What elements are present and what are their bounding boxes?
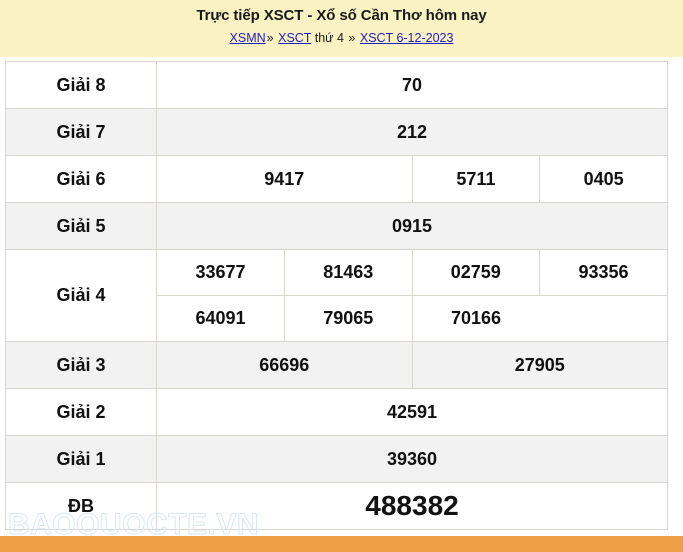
table-row: Giải 3 66696 27905	[5, 341, 668, 389]
breadcrumb-link-xsct[interactable]: XSCT	[278, 31, 312, 45]
prize-value-g2: 42591	[156, 388, 668, 436]
table-row: Giải 5 0915	[5, 202, 668, 250]
table-row: Giải 7 212	[5, 108, 668, 156]
prize-label-g6: Giải 6	[5, 155, 157, 203]
prize-group-g4: 33677 81463 02759 93356 64091 79065 7016…	[156, 249, 668, 342]
prize-value-g4-4: 93356	[539, 250, 667, 296]
prize-value-g7: 212	[156, 108, 668, 156]
table-row: Giải 6 9417 5711 0405	[5, 155, 668, 203]
prize-label-db: ĐB	[5, 482, 157, 530]
prize-label-g1: Giải 1	[5, 435, 157, 483]
page-header: Trực tiếp XSCT - Xổ số Cần Thơ hôm nay X…	[0, 0, 683, 57]
breadcrumb-separator-1: »	[266, 31, 274, 45]
table-row: Giải 2 42591	[5, 388, 668, 436]
prize-value-g6-3: 0405	[539, 155, 668, 203]
prize-value-g4-2: 81463	[284, 250, 413, 296]
bottom-orange-bar	[0, 536, 683, 552]
prize-label-g8: Giải 8	[5, 61, 157, 109]
lottery-results-container: Giải 8 70 Giải 7 212 Giải 6 9417 5711 04…	[0, 57, 683, 530]
table-row: Giải 8 70	[5, 61, 668, 109]
prize-value-g4-5: 64091	[157, 295, 285, 341]
prize-value-g3-2: 27905	[411, 341, 668, 389]
prize-value-g8: 70	[156, 61, 668, 109]
prize-value-g6-1: 9417	[156, 155, 413, 203]
prize-value-g4-6: 79065	[284, 295, 413, 341]
prize-value-g4-7: 70166	[411, 295, 540, 341]
prize-label-g4: Giải 4	[5, 249, 157, 342]
table-row: 64091 79065 70166	[157, 295, 667, 341]
breadcrumb-separator-2: »	[348, 31, 356, 45]
page-title: Trực tiếp XSCT - Xổ số Cần Thơ hôm nay	[196, 7, 487, 24]
prize-value-g4-3: 02759	[411, 250, 540, 296]
table-row: Giải 1 39360	[5, 435, 668, 483]
prize-label-g3: Giải 3	[5, 341, 157, 389]
prize-label-g7: Giải 7	[5, 108, 157, 156]
lottery-results-table: Giải 8 70 Giải 7 212 Giải 6 9417 5711 04…	[5, 61, 668, 530]
prize-label-g2: Giải 2	[5, 388, 157, 436]
breadcrumb-weekday: thứ 4	[314, 31, 344, 45]
table-row: 33677 81463 02759 93356	[157, 250, 667, 296]
prize-subtable-g4: 33677 81463 02759 93356 64091 79065 7016…	[157, 250, 667, 341]
prize-value-g6-2: 5711	[411, 155, 541, 203]
prize-value-g3-1: 66696	[156, 341, 413, 389]
table-row: Giải 4 33677 81463 02759 93356 64091	[5, 249, 668, 342]
breadcrumb-link-date[interactable]: XSCT 6-12-2023	[359, 31, 454, 45]
prize-value-g1: 39360	[156, 435, 668, 483]
breadcrumb-link-xsmn[interactable]: XSMN	[229, 31, 266, 45]
prize-value-db: 488382	[156, 482, 668, 530]
breadcrumb: XSMN» XSCT thứ 4 » XSCT 6-12-2023	[0, 29, 683, 47]
prize-value-g5: 0915	[156, 202, 668, 250]
prize-label-g5: Giải 5	[5, 202, 157, 250]
table-row: ĐB 488382	[5, 482, 668, 530]
prize-value-g4-1: 33677	[157, 250, 285, 296]
